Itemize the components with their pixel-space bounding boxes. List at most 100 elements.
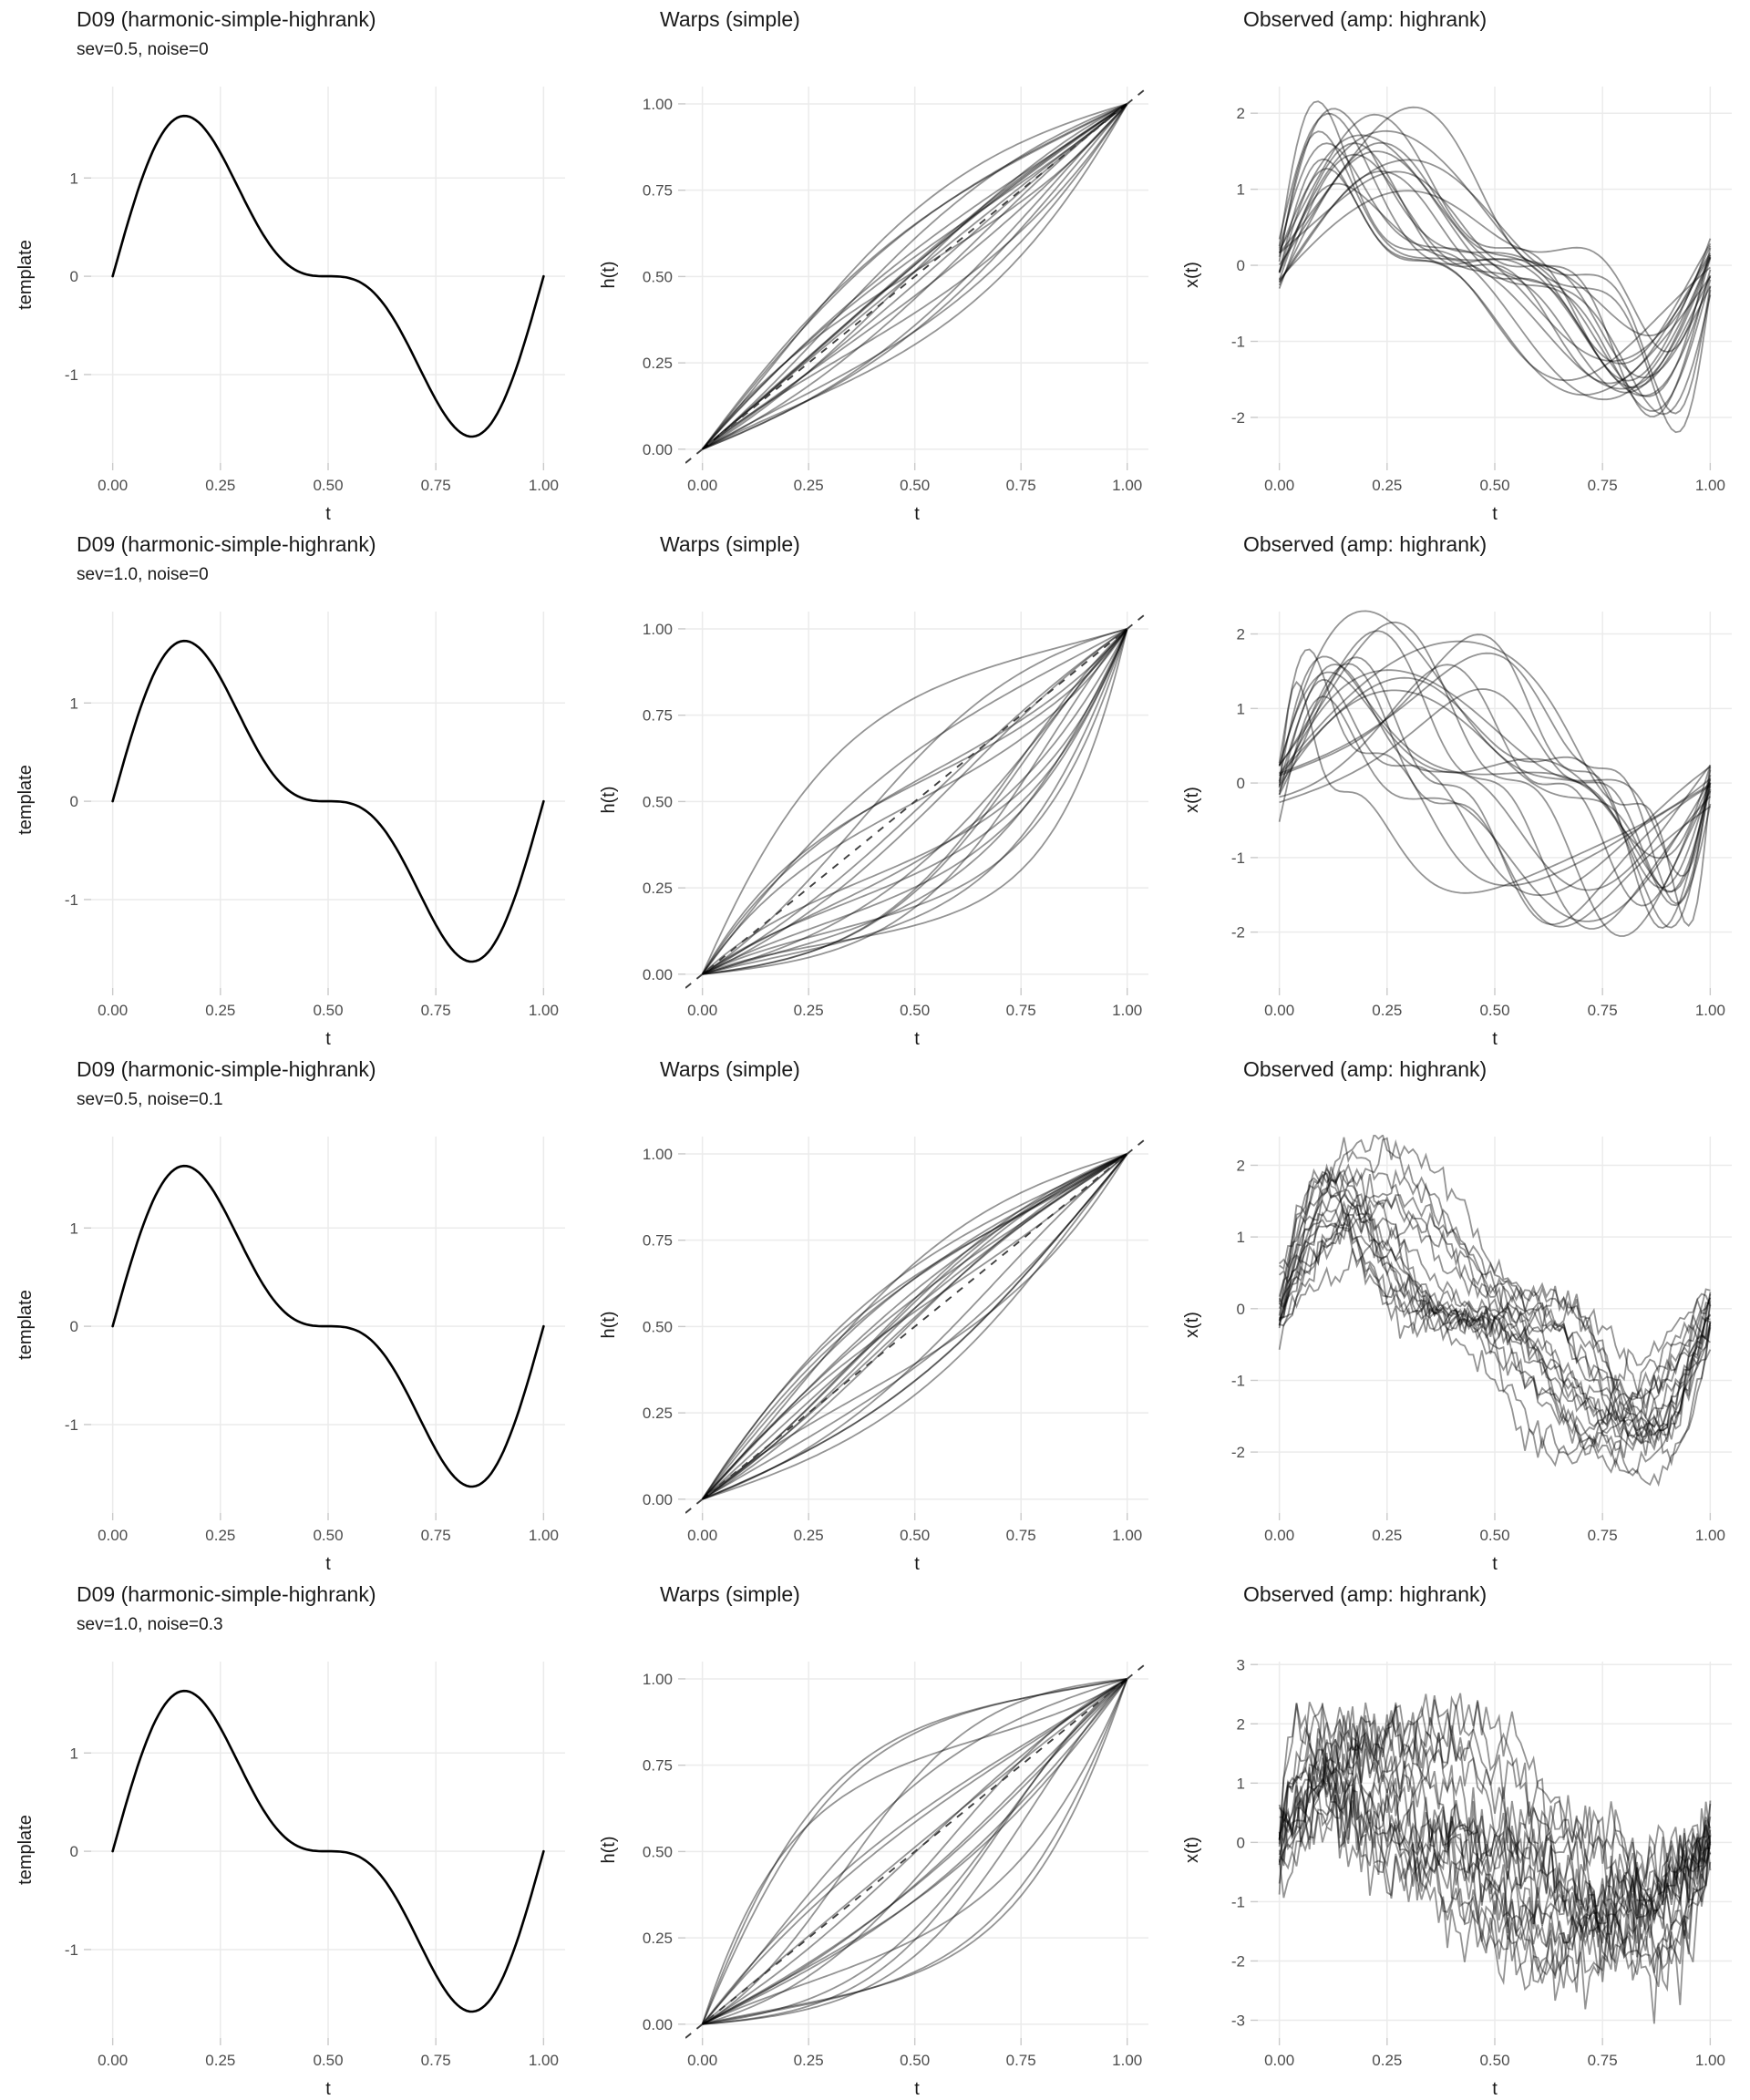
svg-text:-2: -2 (1231, 1952, 1245, 1970)
svg-text:0.00: 0.00 (1264, 1002, 1294, 1019)
plot-title: Warps (simple) (660, 1057, 800, 1081)
plot-title: Warps (simple) (660, 1582, 800, 1606)
svg-text:0.00: 0.00 (643, 2016, 673, 2033)
svg-text:0.50: 0.50 (1479, 2052, 1509, 2069)
svg-text:0.25: 0.25 (794, 2052, 824, 2069)
warps-plot-panel: 0.00 0.25 0.50 0.75 1.00 0.00 0.25 0.50 0.75 1.00… (599, 1136, 1148, 1574)
svg-text:2: 2 (1237, 626, 1245, 643)
svg-text:0.00: 0.00 (98, 1002, 128, 1019)
svg-text:0.00: 0.00 (643, 441, 673, 458)
svg-text:1.00: 1.00 (1112, 1527, 1142, 1544)
svg-text:0.50: 0.50 (900, 2052, 930, 2069)
svg-text:0.50: 0.50 (1479, 1002, 1509, 1019)
panel-cell-template-r4: D09 (harmonic-simple-highrank) sev=1.0, … (0, 1575, 583, 2100)
svg-text:t: t (1492, 1554, 1498, 1574)
svg-text:t: t (914, 1554, 920, 1574)
svg-text:1.00: 1.00 (1695, 477, 1725, 494)
svg-text:0.50: 0.50 (643, 793, 673, 810)
plot-subtitle: sev=1.0, noise=0 (77, 565, 209, 584)
panel-cell-template-r3: D09 (harmonic-simple-highrank) sev=0.5, … (0, 1050, 583, 1575)
panel-cell-observed-r4: Observed (amp: highrank) 0.00 0.25 0.50 0.7… (1167, 1575, 1750, 2100)
svg-text:t: t (325, 504, 331, 524)
svg-text:0.50: 0.50 (900, 1002, 930, 1019)
svg-text:0.25: 0.25 (794, 1527, 824, 1544)
plot-subtitle: sev=0.5, noise=0 (77, 40, 209, 59)
svg-text:t: t (1492, 1029, 1498, 1049)
svg-text:-2: -2 (1231, 409, 1245, 427)
svg-text:1.00: 1.00 (529, 1002, 559, 1019)
svg-text:0.25: 0.25 (1372, 477, 1402, 494)
plot-title: Warps (simple) (660, 532, 800, 556)
svg-text:0.50: 0.50 (1479, 477, 1509, 494)
svg-text:1.00: 1.00 (529, 477, 559, 494)
plot-title: Observed (amp: highrank) (1243, 1057, 1488, 1081)
plot-title: Observed (amp: highrank) (1243, 1582, 1488, 1606)
plot-title: D09 (harmonic-simple-highrank) (77, 1057, 376, 1081)
svg-text:0.75: 0.75 (1006, 1002, 1036, 1019)
svg-text:0.75: 0.75 (1588, 1527, 1618, 1544)
svg-text:1: 1 (1237, 1775, 1245, 1792)
svg-text:0.00: 0.00 (1264, 2052, 1294, 2069)
panel-cell-observed-r1: Observed (amp: highrank) 0.00 0.25 0.50 0.7… (1167, 0, 1750, 525)
svg-text:0.75: 0.75 (421, 1527, 451, 1544)
observed-plot-panel: 0.00 0.25 0.50 0.75 1.00 -3 -2 -1 0 1 2 3 t x(t) (1182, 1656, 1732, 2099)
svg-text:t: t (914, 1029, 920, 1049)
svg-text:1.00: 1.00 (1112, 2052, 1142, 2069)
svg-text:0.25: 0.25 (205, 2052, 235, 2069)
panel-cell-template-r1: D09 (harmonic-simple-highrank) sev=0.5, … (0, 0, 583, 525)
svg-text:0.25: 0.25 (205, 477, 235, 494)
svg-text:1: 1 (70, 170, 78, 187)
svg-text:-1: -1 (1231, 334, 1245, 351)
observed-plot-panel: 0.00 0.25 0.50 0.75 1.00 -2 -1 0 1 2 t x(t) (1182, 1135, 1732, 1574)
svg-text:1.00: 1.00 (1112, 477, 1142, 494)
svg-text:0.00: 0.00 (687, 477, 717, 494)
plot-title: D09 (harmonic-simple-highrank) (77, 532, 376, 556)
svg-text:1.00: 1.00 (1112, 1002, 1142, 1019)
svg-text:0.00: 0.00 (1264, 1527, 1294, 1544)
svg-text:0.25: 0.25 (1372, 2052, 1402, 2069)
svg-text:0: 0 (1237, 1834, 1245, 1851)
panel-cell-template-r2: D09 (harmonic-simple-highrank) sev=1.0, … (0, 525, 583, 1050)
svg-text:1.00: 1.00 (1695, 1002, 1725, 1019)
svg-text:0.75: 0.75 (643, 1757, 673, 1775)
svg-text:-2: -2 (1231, 1444, 1245, 1461)
svg-text:1.00: 1.00 (529, 1527, 559, 1544)
svg-text:template: template (15, 1290, 36, 1360)
svg-text:0.75: 0.75 (421, 1002, 451, 1019)
svg-text:0: 0 (70, 793, 78, 810)
plot-title: D09 (harmonic-simple-highrank) (77, 1582, 376, 1606)
plot-subtitle: sev=0.5, noise=0.1 (77, 1090, 223, 1109)
svg-text:1: 1 (1237, 1229, 1245, 1246)
panel-cell-observed-r3: Observed (amp: highrank) 0.00 0.25 0.50 0.7… (1167, 1050, 1750, 1575)
svg-text:t: t (325, 1029, 331, 1049)
svg-text:0.25: 0.25 (643, 355, 673, 372)
svg-text:0.25: 0.25 (794, 477, 824, 494)
svg-text:t: t (1492, 2079, 1498, 2099)
svg-text:t: t (914, 504, 920, 524)
svg-text:2: 2 (1237, 1157, 1245, 1174)
svg-text:0: 0 (1237, 1301, 1245, 1318)
svg-text:2: 2 (1237, 1715, 1245, 1733)
plot-subtitle: sev=1.0, noise=0.3 (77, 1615, 223, 1634)
svg-text:0.75: 0.75 (421, 477, 451, 494)
svg-text:0.50: 0.50 (643, 268, 673, 285)
panel-cell-warps-r2: Warps (simple) 0.00 0.25 0.50 0.75 1.00 0.00 0… (583, 525, 1167, 1050)
svg-text:0.50: 0.50 (643, 1318, 673, 1335)
svg-text:0.75: 0.75 (1006, 2052, 1036, 2069)
svg-text:h(t): h(t) (599, 1312, 619, 1339)
svg-text:-1: -1 (1231, 1372, 1245, 1389)
svg-text:0.75: 0.75 (1006, 477, 1036, 494)
warps-plot-panel: 0.00 0.25 0.50 0.75 1.00 0.00 0.25 0.50 0.75 1.00… (599, 611, 1148, 1049)
svg-text:t: t (914, 2079, 920, 2099)
svg-text:0.00: 0.00 (98, 2052, 128, 2069)
svg-text:-1: -1 (1231, 849, 1245, 867)
warps-plot-panel: 0.00 0.25 0.50 0.75 1.00 0.00 0.25 0.50 0.75 1.00… (599, 86, 1148, 524)
svg-text:x(t): x(t) (1182, 1312, 1202, 1338)
observed-plot-panel: 0.00 0.25 0.50 0.75 1.00 -2 -1 0 1 2 t x(t) (1182, 610, 1732, 1049)
svg-text:h(t): h(t) (599, 262, 619, 289)
template-plot-panel: 0.00 0.25 0.50 0.75 1.00 -1 0 1 t template (15, 87, 565, 524)
svg-text:1.00: 1.00 (643, 621, 673, 638)
svg-text:0.75: 0.75 (1588, 1002, 1618, 1019)
svg-text:x(t): x(t) (1182, 1837, 1202, 1863)
